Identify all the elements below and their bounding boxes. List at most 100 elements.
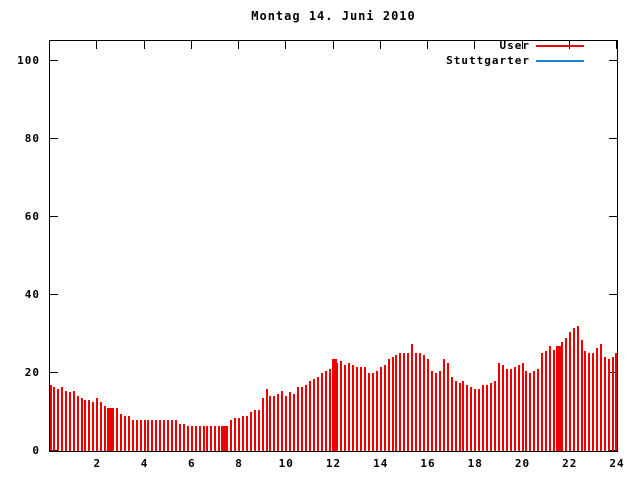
user-impulse-bar (340, 361, 342, 451)
user-impulse-bar (104, 406, 106, 451)
x-tick-label: 10 (278, 457, 294, 470)
user-impulse-bar (392, 357, 394, 451)
user-impulse-bar (171, 419, 173, 451)
user-impulse-bar (179, 423, 181, 451)
user-impulse-bar (147, 419, 149, 451)
user-impulse-bar (581, 339, 583, 451)
user-impulse-bar (155, 419, 157, 451)
user-impulse-bar (84, 400, 86, 451)
user-impulse-bar (301, 386, 303, 451)
y-tick-left (50, 293, 58, 295)
user-impulse-bar (69, 392, 71, 451)
user-impulse-bar (443, 359, 445, 451)
user-impulse-bar (395, 355, 397, 451)
user-impulse-bar (136, 419, 138, 451)
user-impulse-bar (269, 396, 271, 451)
user-impulse-bar (140, 419, 142, 451)
user-impulse-bar (525, 371, 527, 451)
legend-label-stuttgarter: Stuttgarter (446, 54, 530, 67)
y-tick-label: 40 (24, 287, 40, 301)
user-impulse-bar (187, 425, 189, 451)
user-impulse-bar (242, 415, 244, 451)
user-impulse-bar (451, 376, 453, 451)
user-impulse-bar (376, 371, 378, 451)
user-impulse-bar (297, 386, 299, 451)
user-impulse-bar (289, 392, 291, 451)
x-tick-label: 24 (609, 457, 625, 470)
user-impulse-bar (569, 331, 571, 451)
user-impulse-bar (462, 380, 464, 451)
user-impulse-bar (380, 367, 382, 451)
user-impulse-bar (65, 390, 67, 451)
x-tick-top (238, 41, 239, 49)
chart-title: Montag 14. Juni 2010 (251, 9, 416, 23)
user-impulse-bar (455, 380, 457, 451)
user-impulse-bar (470, 386, 472, 451)
user-impulse-bar (226, 425, 228, 451)
y-tick-left (50, 137, 58, 139)
user-impulse-bar (167, 419, 169, 451)
user-impulse-bar (435, 372, 437, 451)
user-impulse-bar (573, 328, 575, 451)
user-impulse-bar (96, 398, 98, 451)
x-tick-top (474, 41, 476, 49)
user-impulse-bar (407, 353, 409, 451)
user-impulse-bar (592, 353, 594, 451)
user-impulse-bar (191, 425, 193, 451)
user-impulse-bar (234, 417, 236, 451)
user-impulse-bar (459, 382, 461, 451)
y-tick-right (609, 293, 617, 295)
x-tick-label: 18 (467, 457, 483, 470)
user-impulse-bar (218, 425, 220, 451)
user-impulse-bar (183, 423, 185, 451)
user-impulse-bar (100, 402, 102, 451)
x-tick-top (96, 41, 98, 49)
user-impulse-bar (372, 372, 374, 451)
user-impulse-bar (502, 365, 504, 451)
user-impulse-bar (250, 412, 252, 451)
user-impulse-bar (277, 394, 279, 451)
user-impulse-bar (230, 419, 232, 451)
user-impulse-bar (77, 396, 79, 451)
legend-entry-stuttgarter: Stuttgarter (0, 54, 601, 68)
user-impulse-bar (615, 353, 617, 451)
user-impulse-bar (210, 425, 212, 451)
x-tick-label: 8 (235, 457, 243, 470)
user-impulse-bar (336, 363, 338, 451)
user-impulse-bar (329, 369, 331, 451)
user-impulse-bar (254, 410, 256, 451)
user-impulse-bar (415, 353, 417, 451)
user-impulse-bar (305, 384, 307, 451)
user-impulse-bar (203, 425, 205, 451)
legend-label-user: User (499, 39, 530, 52)
y-tick-left (50, 215, 58, 217)
user-impulse-bar (510, 369, 512, 451)
user-impulse-bar (214, 425, 216, 451)
user-impulse-bar (403, 353, 405, 451)
x-tick-top (379, 41, 381, 49)
user-impulse-bar (364, 367, 366, 451)
user-impulse-bar (206, 425, 208, 451)
y-tick-right (609, 59, 617, 61)
x-tick-top (427, 41, 428, 49)
user-impulse-bar (88, 400, 90, 451)
user-impulse-bar (61, 386, 63, 451)
user-impulse-bar (293, 394, 295, 451)
x-tick-label: 20 (514, 457, 531, 470)
user-impulse-bar (399, 353, 401, 451)
user-impulse-bar (199, 425, 201, 451)
x-tick-label: 12 (325, 457, 342, 470)
user-impulse-bar (159, 419, 161, 451)
user-impulse-bar (332, 359, 337, 451)
x-tick-label: 6 (187, 457, 196, 470)
user-impulse-bar (486, 384, 488, 451)
user-impulse-bar (612, 357, 614, 451)
y-tick-label: 20 (24, 365, 40, 379)
user-impulse-bar (506, 369, 508, 451)
user-impulse-bar (309, 380, 311, 451)
x-tick-label: 16 (420, 457, 436, 470)
user-impulse-bar (53, 386, 55, 451)
y-tick-label: 100 (17, 53, 40, 67)
user-impulse-bar (356, 367, 358, 451)
user-impulse-bar (565, 337, 567, 451)
